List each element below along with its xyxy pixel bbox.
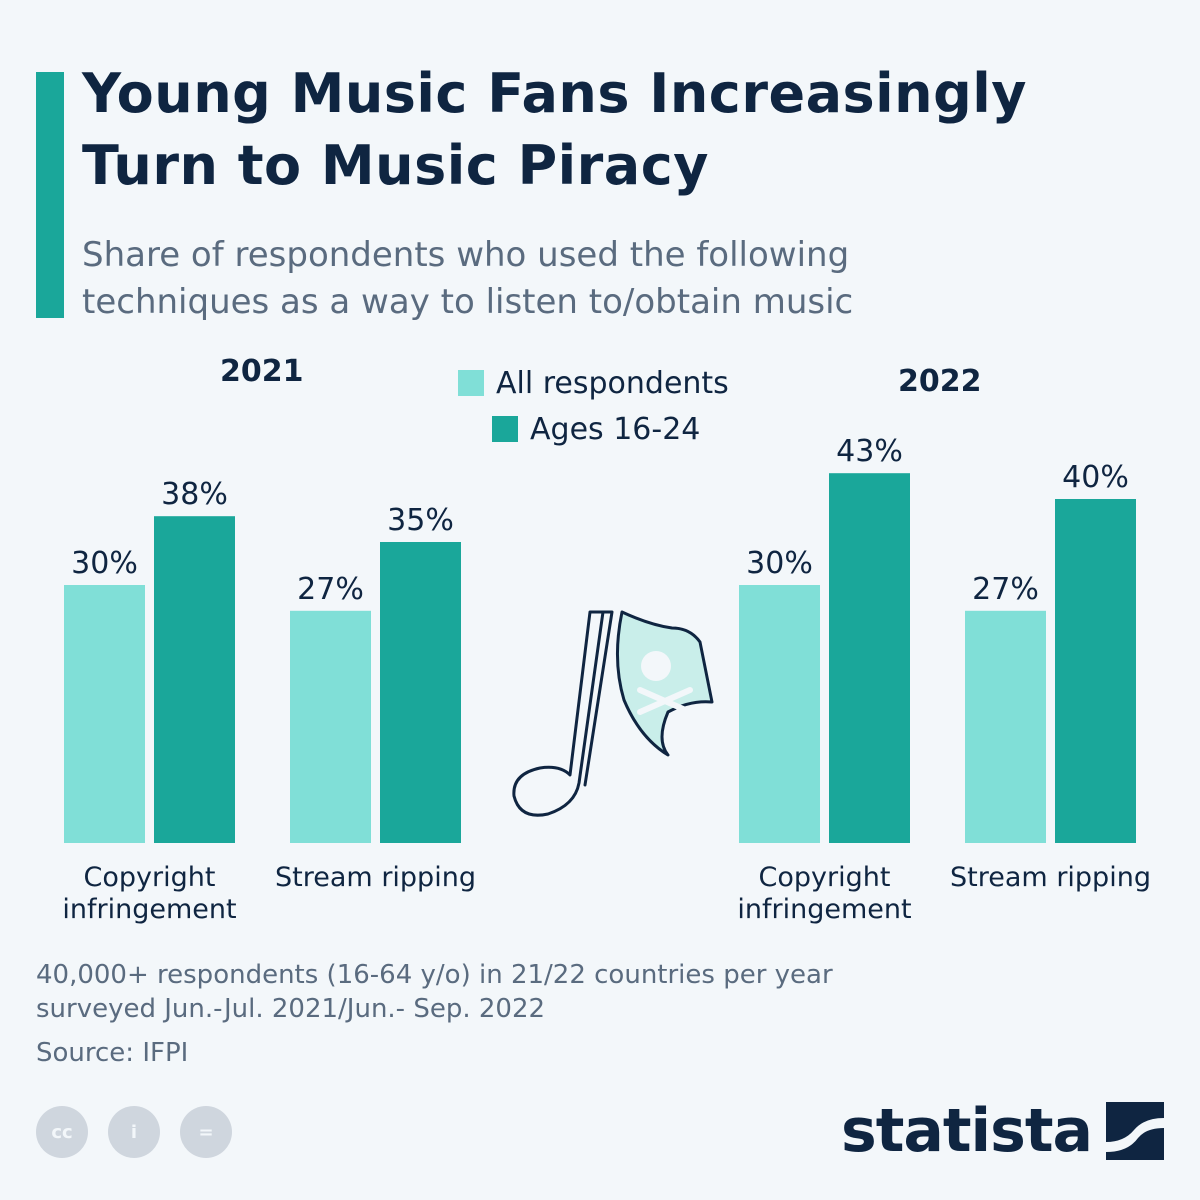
category-label: Stream ripping bbox=[275, 862, 476, 893]
data-label: 30% bbox=[746, 546, 813, 581]
year-label-2022: 2022 bbox=[898, 364, 982, 399]
legend-label-young: Ages 16-24 bbox=[530, 411, 701, 447]
attribution-icon[interactable]: i bbox=[108, 1106, 160, 1158]
bar-2021-ages-16-24-0 bbox=[154, 516, 235, 843]
category-label: Copyright infringement bbox=[737, 862, 911, 925]
bar-2022-all-0 bbox=[739, 585, 820, 843]
data-label: 30% bbox=[71, 546, 138, 581]
data-label: 27% bbox=[297, 572, 364, 607]
data-label: 40% bbox=[1062, 460, 1129, 495]
brand-text: statista bbox=[840, 1096, 1093, 1166]
title-accent-bar bbox=[36, 72, 64, 318]
bar-2022-ages-16-24-0 bbox=[829, 473, 910, 843]
statista-logo[interactable]: statista bbox=[841, 1096, 1164, 1166]
bar-chart: 30% 38% Copyright infringement 27% 35% Stream … bbox=[62, 434, 1151, 925]
page-title: Young Music Fans Increasingly Turn to Mu… bbox=[82, 62, 1027, 197]
category-label: Copyright infringement bbox=[62, 862, 236, 925]
source-note: Source: IFPI bbox=[36, 1038, 189, 1068]
pirate-music-note-icon bbox=[512, 610, 714, 817]
bars-layer: 30% 38% Copyright infringement 27% 35% Stream … bbox=[62, 434, 1151, 925]
footnote: 40,000+ respondents (16-64 y/o) in 21/22… bbox=[36, 960, 833, 1024]
legend-item-all: All respondents bbox=[458, 360, 729, 406]
bar-2021-ages-16-24-1 bbox=[380, 542, 461, 843]
bar-2022-all-1 bbox=[965, 610, 1046, 843]
category-label: Stream ripping bbox=[950, 862, 1151, 893]
legend-swatch-young bbox=[492, 416, 518, 442]
legend-label-all: All respondents bbox=[496, 365, 729, 401]
data-label: 43% bbox=[836, 434, 903, 469]
legend-item-young: Ages 16-24 bbox=[492, 406, 729, 452]
data-label: 27% bbox=[972, 572, 1039, 607]
data-label: 35% bbox=[387, 503, 454, 538]
bar-2022-ages-16-24-1 bbox=[1055, 499, 1136, 843]
page-subtitle: Share of respondents who used the follow… bbox=[82, 235, 854, 322]
license-icons: cc i = bbox=[36, 1106, 232, 1158]
bar-2021-all-0 bbox=[64, 585, 145, 843]
statista-mark-icon bbox=[1106, 1102, 1164, 1160]
bar-2021-all-1 bbox=[290, 610, 371, 843]
no-derivatives-icon[interactable]: = bbox=[180, 1106, 232, 1158]
year-label-2021: 2021 bbox=[220, 354, 304, 389]
legend: All respondents Ages 16-24 bbox=[458, 360, 729, 452]
data-label: 38% bbox=[161, 477, 228, 512]
cc-icon[interactable]: cc bbox=[36, 1106, 88, 1158]
legend-swatch-all bbox=[458, 370, 484, 396]
